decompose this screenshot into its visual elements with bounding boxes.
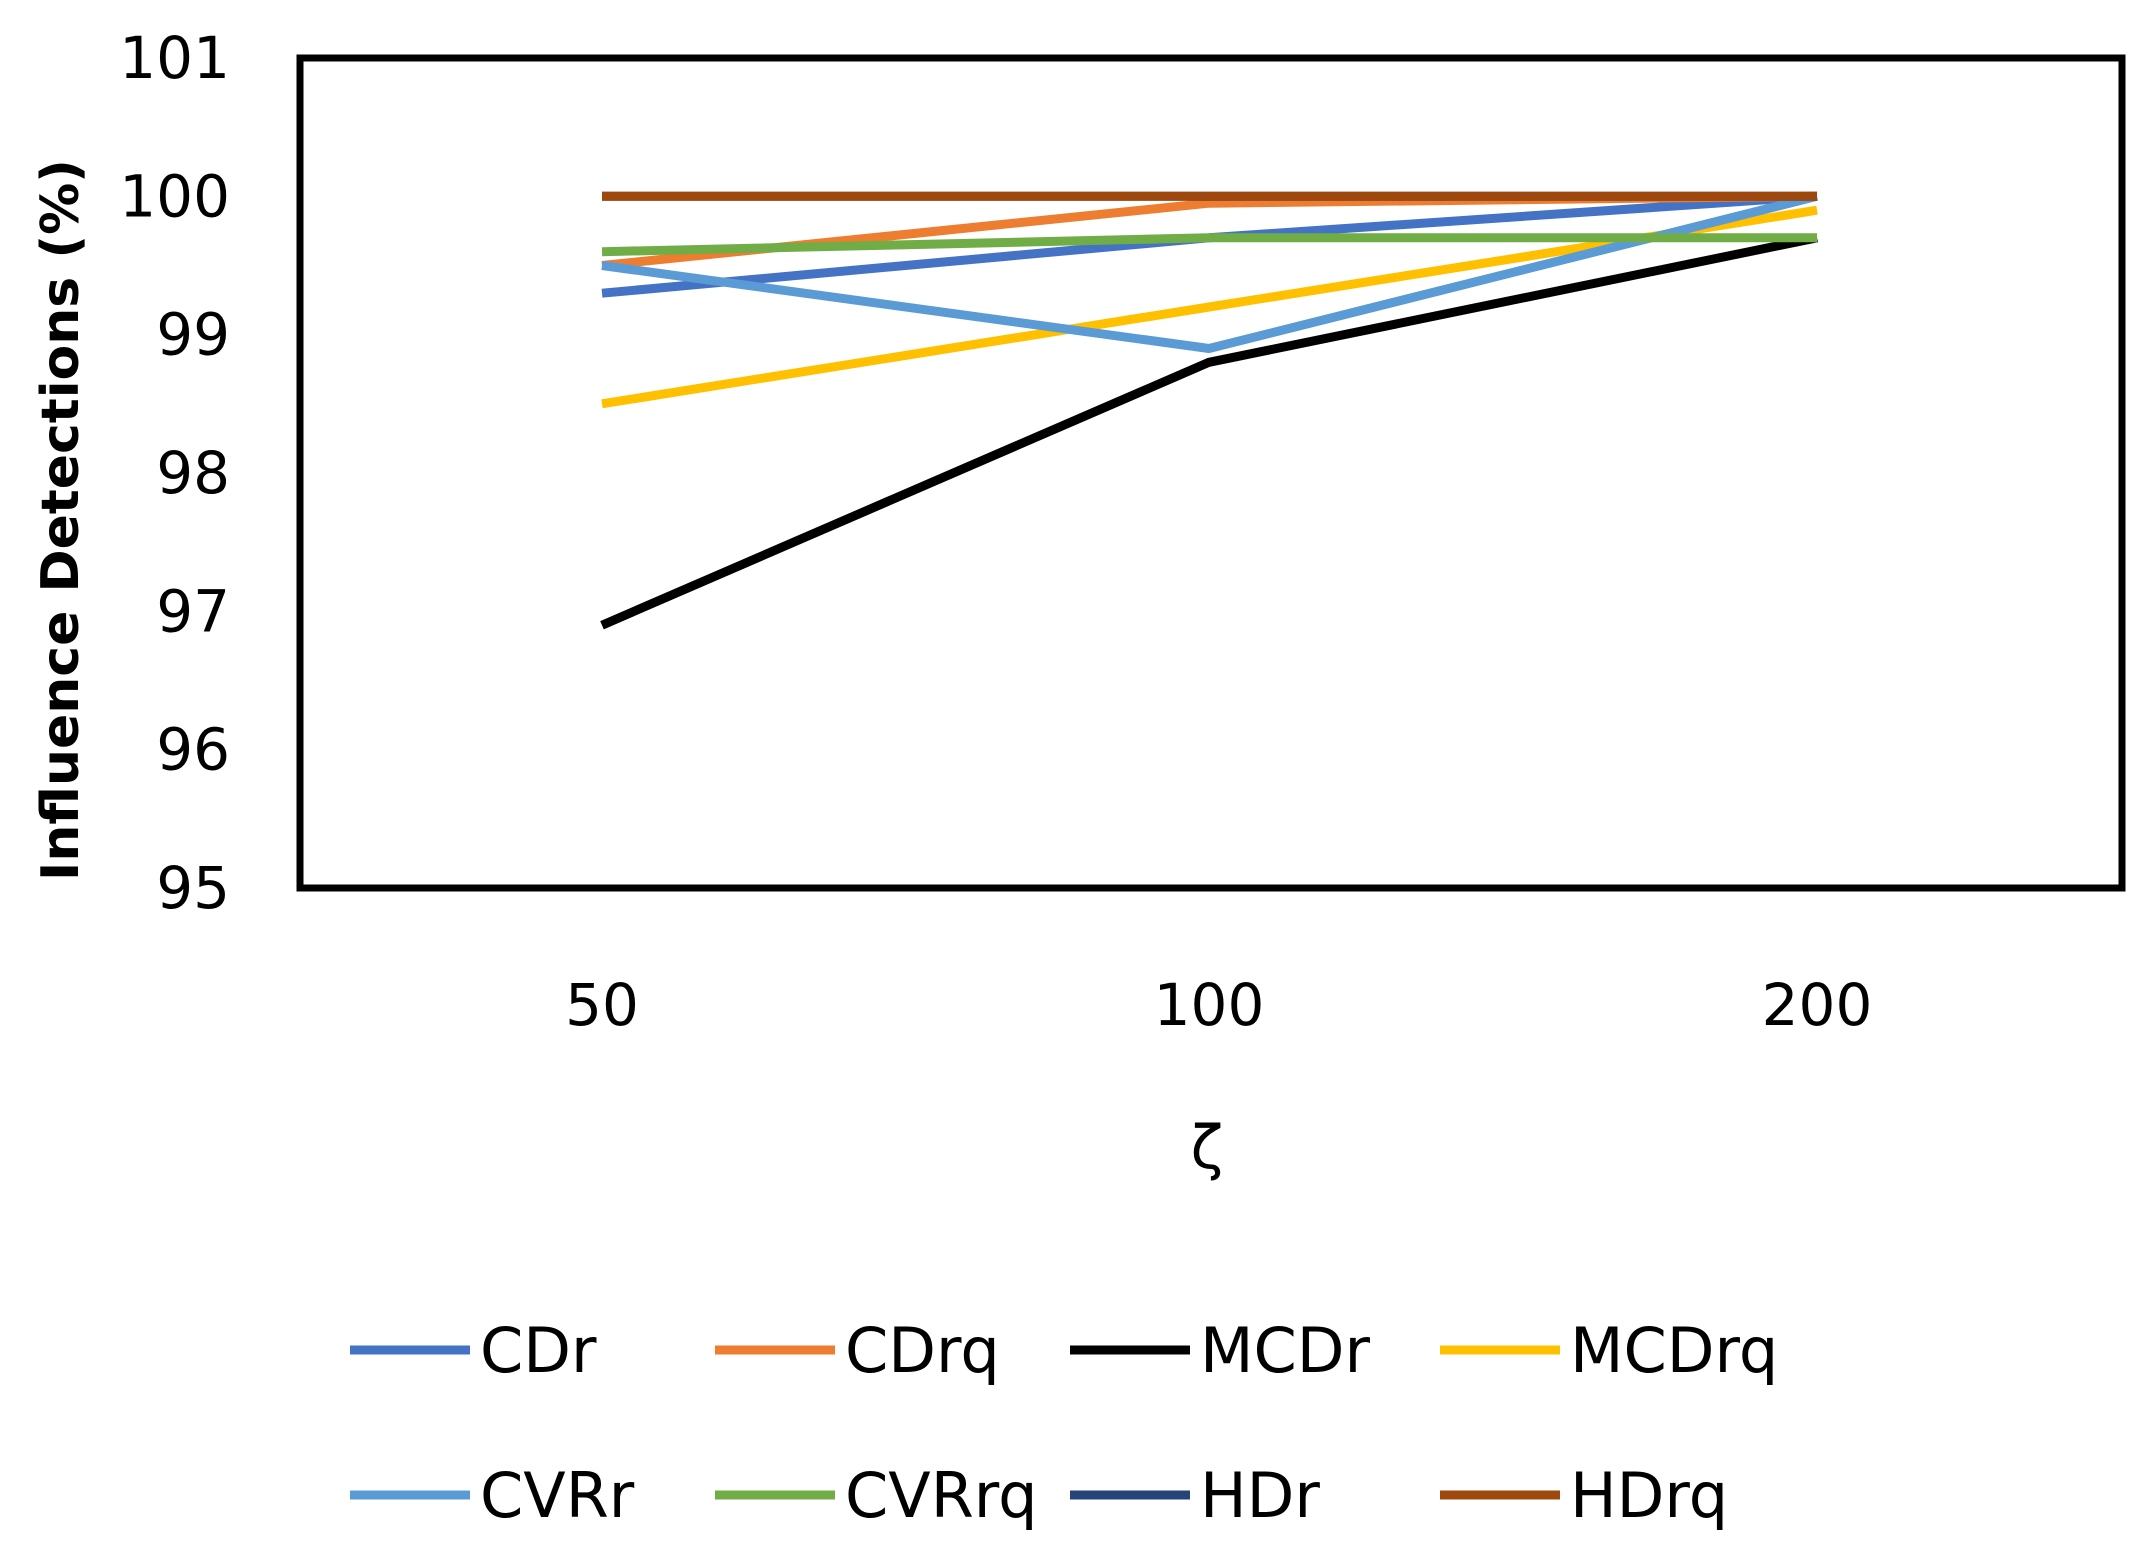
legend-item-hdr: HDr bbox=[1070, 1459, 1320, 1532]
legend-label: CVRrq bbox=[845, 1459, 1038, 1532]
y-tick-labels: 95 96 97 98 99 100 101 bbox=[119, 24, 230, 922]
series-line-cvrr bbox=[601, 191, 1819, 353]
x-axis-title: ζ bbox=[1191, 1113, 1224, 1183]
y-tick-label: 100 bbox=[119, 162, 230, 230]
x-tick-label: 100 bbox=[1154, 971, 1265, 1039]
legend-label: CDrq bbox=[845, 1314, 1000, 1387]
legend-label: MCDr bbox=[1200, 1314, 1371, 1387]
legend: CDr CDrq MCDr MCDrq CVRr CVRrq HDr HDrq bbox=[350, 1314, 1778, 1532]
y-tick-label: 101 bbox=[119, 24, 230, 92]
y-axis-title: Influence Detections (%) bbox=[31, 159, 91, 881]
legend-item-hdrq: HDrq bbox=[1440, 1459, 1728, 1532]
x-tick-label: 200 bbox=[1762, 971, 1873, 1039]
y-tick-label: 95 bbox=[156, 854, 230, 922]
y-tick-label: 98 bbox=[156, 439, 230, 507]
x-tick-labels: 50 100 200 bbox=[565, 971, 1872, 1039]
y-tick-label: 97 bbox=[156, 577, 230, 645]
legend-label: CDr bbox=[480, 1314, 597, 1387]
series-line-cvrrq bbox=[601, 233, 1817, 257]
plot-area bbox=[296, 54, 2126, 892]
legend-item-mcdrq: MCDrq bbox=[1440, 1314, 1778, 1387]
legend-item-cvrr: CVRr bbox=[350, 1459, 635, 1532]
y-tick-label: 96 bbox=[156, 716, 230, 784]
series-line-mcdr bbox=[600, 233, 1818, 630]
y-tick-label: 99 bbox=[156, 301, 230, 369]
series-layer bbox=[600, 191, 1819, 630]
legend-item-cvrrq: CVRrq bbox=[715, 1459, 1038, 1532]
legend-label: CVRr bbox=[480, 1459, 635, 1532]
legend-label: HDr bbox=[1200, 1459, 1320, 1532]
legend-item-cdr: CDr bbox=[350, 1314, 597, 1387]
legend-item-cdrq: CDrq bbox=[715, 1314, 1000, 1387]
legend-label: HDrq bbox=[1570, 1459, 1728, 1532]
x-tick-label: 50 bbox=[565, 971, 639, 1039]
legend-item-mcdr: MCDr bbox=[1070, 1314, 1371, 1387]
legend-label: MCDrq bbox=[1570, 1314, 1778, 1387]
